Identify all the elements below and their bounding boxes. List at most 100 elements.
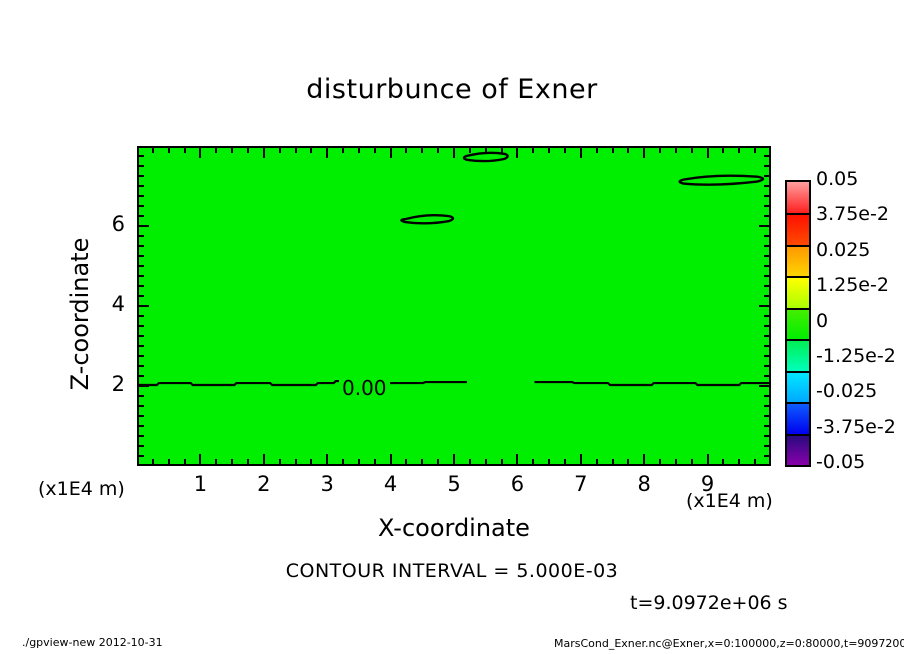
colorbar-band: [787, 433, 809, 465]
y-tick-left: [138, 245, 144, 247]
x-tick-top: [485, 147, 487, 153]
y-tick-left: [138, 455, 144, 457]
contour-oval-mid: [400, 213, 455, 225]
x-tick-bottom: [437, 459, 439, 465]
y-tick-left: [138, 285, 144, 287]
x-tick-top: [295, 147, 297, 153]
y-tick-right: [764, 415, 770, 417]
y-tick-left: [138, 165, 144, 167]
y-tick-right: [764, 365, 770, 367]
y-tick-right: [764, 435, 770, 437]
y-tick-label: 4: [111, 292, 125, 316]
y-tick-right: [764, 315, 770, 317]
y-tick-left: [138, 295, 144, 297]
page-title: disturbunce of Exner: [306, 74, 598, 105]
x-tick-bottom: [596, 459, 598, 465]
x-tick-bottom: [691, 459, 693, 465]
x-tick-top: [596, 147, 598, 153]
y-tick-left: [138, 385, 149, 387]
y-tick-left: [138, 325, 144, 327]
x-tick-label: 6: [510, 472, 525, 496]
x-tick-bottom: [310, 459, 312, 465]
x-tick-top: [738, 147, 740, 153]
x-tick-bottom: [374, 459, 376, 465]
x-tick-bottom: [738, 459, 740, 465]
y-tick-right: [764, 275, 770, 277]
y-tick-right: [764, 205, 770, 207]
x-tick-bottom: [675, 459, 677, 465]
colorbar-band: [787, 182, 809, 214]
y-tick-right: [764, 175, 770, 177]
x-tick-top: [659, 147, 661, 153]
x-tick-bottom: [548, 459, 550, 465]
y-tick-right: [764, 355, 770, 357]
x-tick-top: [405, 147, 407, 153]
x-tick-bottom: [405, 459, 407, 465]
contour-lines-group: [139, 151, 769, 387]
x-tick-top: [627, 147, 629, 153]
y-tick-left: [138, 195, 144, 197]
x-tick-top: [342, 147, 344, 153]
colorbar-band: [787, 307, 809, 340]
y-tick-left: [138, 155, 144, 157]
y-tick-left: [138, 415, 144, 417]
y-tick-right: [759, 385, 770, 387]
x-tick-label: 2: [257, 472, 271, 496]
y-tick-left: [138, 275, 144, 277]
x-tick-bottom: [184, 459, 186, 465]
x-tick-bottom: [722, 459, 724, 465]
x-tick-bottom: [326, 454, 328, 465]
time-stamp-note: t=9.0972e+06 s: [630, 592, 788, 614]
x-tick-bottom: [707, 454, 709, 465]
contour-plot-canvas: [137, 146, 771, 466]
x-tick-top: [722, 147, 724, 153]
x-tick-bottom: [295, 459, 297, 465]
x-tick-bottom: [421, 459, 423, 465]
x-unit-label-left: (x1E4 m): [38, 478, 125, 500]
y-tick-label: 2: [111, 372, 125, 396]
y-tick-right: [759, 225, 770, 227]
contour-path-zero-left: [139, 379, 467, 387]
contour-oval-right: [678, 174, 765, 186]
x-tick-top: [580, 147, 582, 158]
x-tick-bottom: [501, 459, 503, 465]
x-tick-bottom: [612, 459, 614, 465]
x-tick-bottom: [643, 454, 645, 465]
x-tick-top: [358, 147, 360, 153]
x-tick-bottom: [390, 454, 392, 465]
x-tick-bottom: [485, 459, 487, 465]
x-tick-top: [168, 147, 170, 153]
y-tick-right: [764, 335, 770, 337]
y-tick-left: [138, 175, 144, 177]
y-tick-right: [764, 395, 770, 397]
x-tick-bottom: [532, 459, 534, 465]
y-tick-right: [759, 305, 770, 307]
colorbar-tick-label: -0.05: [816, 451, 866, 473]
y-tick-right: [764, 375, 770, 377]
x-tick-top: [675, 147, 677, 153]
x-tick-top: [564, 147, 566, 153]
x-tick-top: [326, 147, 328, 158]
y-tick-left: [138, 435, 144, 437]
y-tick-right: [764, 405, 770, 407]
x-tick-top: [754, 147, 756, 153]
y-tick-left: [138, 395, 144, 397]
x-tick-top: [548, 147, 550, 153]
y-axis-title: Z-coordinate: [66, 237, 94, 391]
x-unit-label-right: (x1E4 m): [686, 490, 773, 512]
y-tick-right: [764, 285, 770, 287]
colorbar-band: [787, 339, 809, 371]
x-tick-top: [247, 147, 249, 153]
contour-value-label: 0.00: [339, 376, 390, 400]
colorbar-tick-label: -1.25e-2: [816, 344, 896, 367]
x-tick-top: [469, 147, 471, 153]
x-tick-bottom: [580, 454, 582, 465]
x-tick-bottom: [358, 459, 360, 465]
y-tick-left: [138, 355, 144, 357]
y-tick-right: [764, 245, 770, 247]
x-tick-bottom: [231, 459, 233, 465]
x-tick-bottom: [279, 459, 281, 465]
x-tick-top: [437, 147, 439, 153]
x-tick-label: 3: [320, 472, 334, 496]
x-tick-bottom: [247, 459, 249, 465]
